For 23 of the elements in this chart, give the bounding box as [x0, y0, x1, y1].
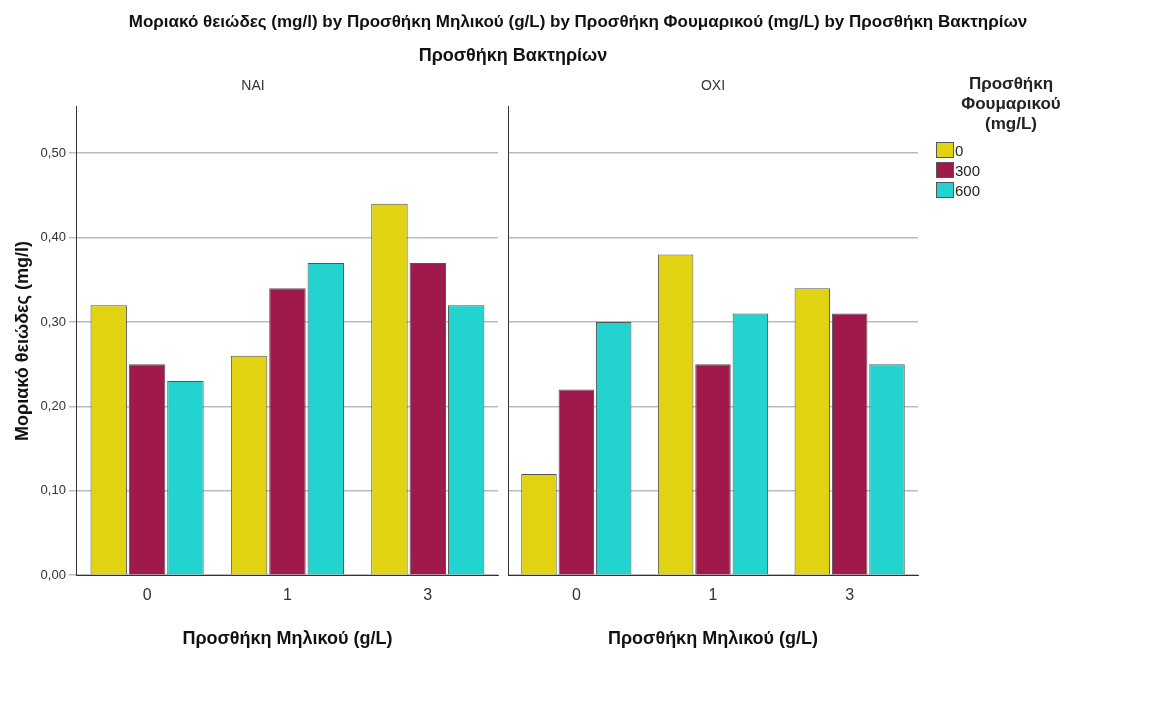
x-axis-title: Προσθήκη Μηλικού (g/L)	[182, 628, 393, 649]
text: Προσθήκη Βακτηρίων	[417, 45, 609, 66]
y-axis-title: Μοριακό θειώδες (mg/l)	[11, 241, 32, 441]
y-tick-label: 0,30	[40, 313, 66, 329]
x-tick-label: 1	[708, 586, 718, 604]
x-axis-title: Προσθήκη Μηλικού (g/L)	[607, 628, 819, 649]
y-tick-label: 0,10	[40, 482, 66, 498]
x-tick-label: 0	[571, 586, 581, 604]
legend-label: 0	[955, 141, 964, 159]
legend-label: 600	[955, 181, 981, 199]
legend-label: 300	[955, 161, 981, 179]
text: Μοριακό θειώδες (mg/l) by Προσθήκη Μηλικού (g/L) by Προσθήκη Φουμαρικού (mg/L) by Προσθήκη Βακτηρίων	[127, 11, 1029, 31]
x-tick-label: 0	[142, 586, 152, 604]
x-tick-label: 1	[283, 586, 292, 604]
x-tick-label: 3	[845, 586, 855, 604]
chart-subtitle: ΝΑΙ	[241, 77, 265, 94]
chart-subtitle: ΟΧΙ	[700, 77, 726, 94]
y-tick-label: 0,00	[40, 566, 66, 582]
y-tick-label: 0,40	[40, 229, 66, 245]
x-tick-label: 3	[423, 586, 433, 604]
y-tick-label: 0,20	[40, 397, 66, 413]
y-tick-label: 0,50	[40, 144, 66, 160]
legend-title: Προσθήκη Φουμαρικού (mg/L)	[960, 74, 1062, 134]
